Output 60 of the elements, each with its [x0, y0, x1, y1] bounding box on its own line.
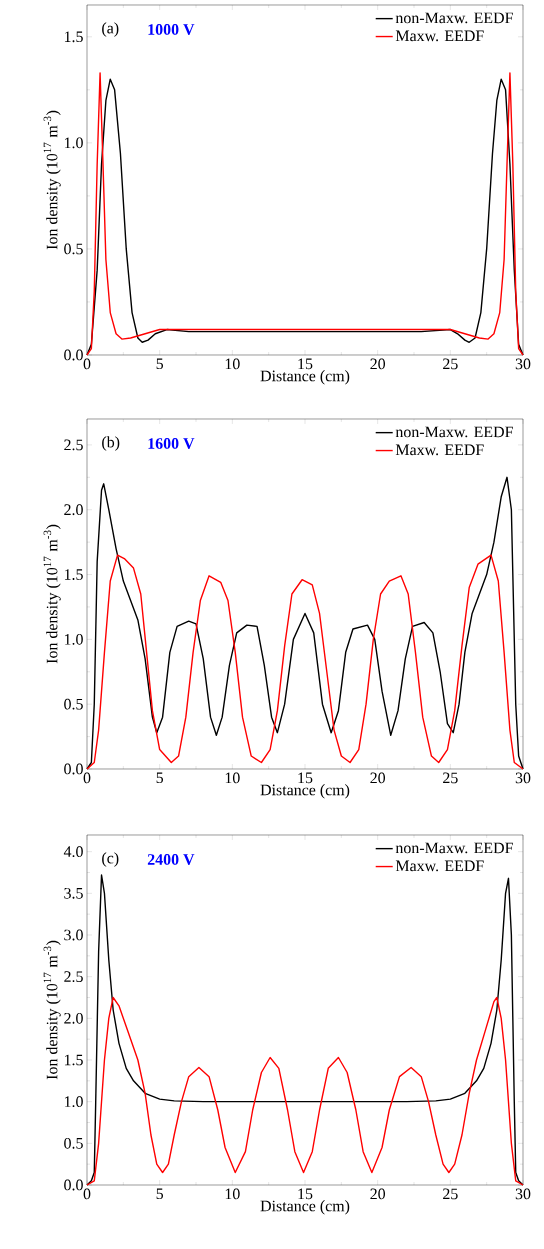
- y-tick-label: 3.5: [64, 887, 83, 899]
- y-tick-label: 1.0: [64, 633, 83, 645]
- x-tick-label: 30: [515, 358, 531, 370]
- x-tick-label: 30: [515, 772, 531, 784]
- y-tick-label: 0.0: [64, 763, 83, 775]
- legend-label: non-Maxw. EEDF: [395, 842, 513, 854]
- y-tick-label: 2.0: [64, 504, 83, 516]
- y-tick-label: 2.5: [64, 971, 83, 983]
- x-tick-label: 15: [298, 1188, 313, 1200]
- x-tick-label: 10: [225, 1188, 240, 1200]
- annotation: (c): [102, 852, 119, 867]
- x-axis-title: Distance (cm): [260, 370, 350, 385]
- y-tick-label: 0.5: [64, 243, 83, 255]
- x-tick-label: 25: [443, 1188, 458, 1200]
- y-tick-label: 2.5: [64, 439, 83, 451]
- x-tick-label: 0: [83, 772, 91, 784]
- y-tick-label: 0.0: [64, 1179, 83, 1191]
- x-tick-label: 5: [156, 772, 164, 784]
- legend-label: Maxw. EEDF: [395, 860, 484, 872]
- x-axis-title: Distance (cm): [260, 784, 350, 799]
- x-tick-label: 5: [156, 1188, 164, 1200]
- y-axis-title: Ion density (10$^{17}$ m$^{-3}$): [43, 110, 61, 250]
- y-tick-label: 1.0: [64, 1096, 83, 1108]
- line-series: [86, 996, 524, 1186]
- y-tick-label: 1.5: [64, 569, 83, 580]
- x-tick-label: 10: [225, 772, 240, 784]
- y-tick-label: 0.5: [64, 698, 83, 710]
- x-tick-label: 0: [83, 1188, 91, 1200]
- y-tick-label: 3.0: [64, 929, 83, 941]
- x-tick-label: 10: [225, 358, 240, 370]
- x-tick-label: 0: [83, 358, 91, 370]
- annotation: (b): [102, 436, 120, 451]
- line-series: [86, 554, 524, 770]
- legend-label: Maxw. EEDF: [395, 30, 484, 42]
- y-tick-label: 1.5: [64, 31, 83, 43]
- y-axis-title: Ion density (10$^{17}$ m$^{-3}$): [43, 524, 61, 664]
- annotation: (a): [102, 22, 119, 37]
- y-tick-label: 4.0: [63, 846, 83, 858]
- y-tick-label: 1.5: [64, 1054, 83, 1066]
- x-tick-label: 25: [443, 772, 458, 784]
- text: 2400 V: [147, 854, 195, 865]
- legend-label: non-Maxw. EEDF: [395, 12, 513, 24]
- y-tick-label: 0.5: [64, 1137, 83, 1149]
- x-tick-label: 30: [515, 1188, 531, 1200]
- legend-label: non-Maxw. EEDF: [395, 426, 513, 438]
- x-tick-label: 20: [370, 772, 386, 784]
- text: 1600 V: [148, 438, 195, 449]
- legend-label: Maxw. EEDF: [395, 444, 484, 456]
- y-tick-label: 0.0: [64, 349, 83, 361]
- x-axis-title: Distance (cm): [260, 1200, 350, 1215]
- x-tick-label: 15: [298, 358, 313, 370]
- x-tick-label: 5: [156, 358, 164, 370]
- x-tick-label: 25: [443, 358, 458, 370]
- y-tick-label: 1.0: [64, 137, 83, 149]
- y-axis-title: Ion density (10$^{17}$ m$^{-3}$): [43, 940, 61, 1080]
- x-tick-label: 20: [370, 358, 386, 370]
- text: 1000 V: [148, 24, 195, 35]
- y-tick-label: 2.0: [64, 1012, 83, 1024]
- x-tick-label: 20: [370, 1188, 386, 1200]
- x-tick-label: 15: [298, 772, 313, 784]
